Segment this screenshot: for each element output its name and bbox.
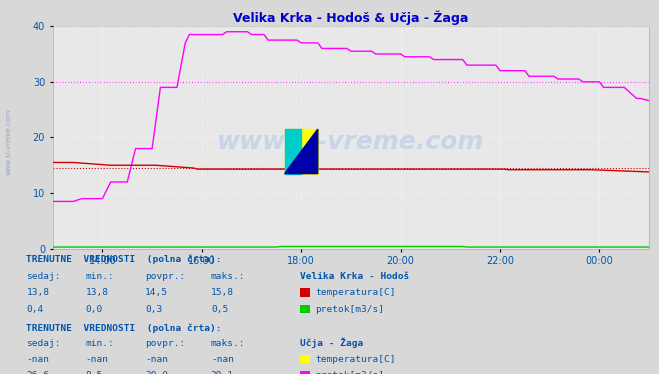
Text: TRENUTNE  VREDNOSTI  (polna črta):: TRENUTNE VREDNOSTI (polna črta): (26, 254, 222, 264)
Text: 0,3: 0,3 (145, 305, 162, 314)
Text: 13,8: 13,8 (26, 288, 49, 297)
Text: temperatura[C]: temperatura[C] (315, 288, 395, 297)
Text: maks.:: maks.: (211, 272, 245, 280)
Text: 26,6: 26,6 (26, 371, 49, 374)
Text: www.si-vreme.com: www.si-vreme.com (5, 109, 12, 175)
Text: 8,5: 8,5 (86, 371, 103, 374)
Title: Velika Krka - Hodoš & Učja - Žaga: Velika Krka - Hodoš & Učja - Žaga (233, 10, 469, 25)
Text: Učja - Žaga: Učja - Žaga (300, 337, 363, 348)
Bar (285, 129, 301, 174)
Text: pretok[m3/s]: pretok[m3/s] (315, 371, 384, 374)
Polygon shape (285, 129, 318, 174)
Text: TRENUTNE  VREDNOSTI  (polna črta):: TRENUTNE VREDNOSTI (polna črta): (26, 324, 222, 333)
Text: -nan: -nan (26, 355, 49, 364)
Text: 30,0: 30,0 (145, 371, 168, 374)
Text: -nan: -nan (145, 355, 168, 364)
Text: Velika Krka - Hodoš: Velika Krka - Hodoš (300, 272, 409, 280)
Text: min.:: min.: (86, 339, 115, 348)
Text: -nan: -nan (86, 355, 109, 364)
Text: 39,1: 39,1 (211, 371, 234, 374)
Text: 15,8: 15,8 (211, 288, 234, 297)
Text: povpr.:: povpr.: (145, 339, 185, 348)
Text: -nan: -nan (211, 355, 234, 364)
Bar (285, 129, 318, 174)
Text: 13,8: 13,8 (86, 288, 109, 297)
Text: 0,4: 0,4 (26, 305, 43, 314)
Text: 0,5: 0,5 (211, 305, 228, 314)
Text: povpr.:: povpr.: (145, 272, 185, 280)
Text: temperatura[C]: temperatura[C] (315, 355, 395, 364)
Text: sedaj:: sedaj: (26, 272, 61, 280)
Text: min.:: min.: (86, 272, 115, 280)
Text: sedaj:: sedaj: (26, 339, 61, 348)
Text: www.si-vreme.com: www.si-vreme.com (217, 130, 484, 154)
Text: maks.:: maks.: (211, 339, 245, 348)
Text: 0,0: 0,0 (86, 305, 103, 314)
Text: pretok[m3/s]: pretok[m3/s] (315, 305, 384, 314)
Text: 14,5: 14,5 (145, 288, 168, 297)
